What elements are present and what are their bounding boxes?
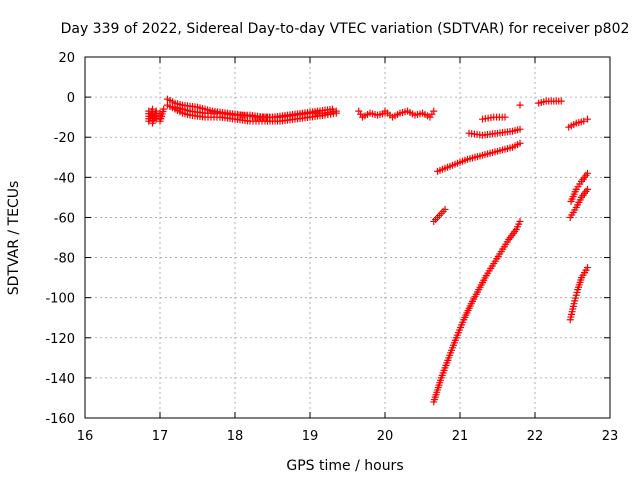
x-tick-label: 23 <box>602 429 619 444</box>
data-point <box>584 264 591 272</box>
x-tick-label: 22 <box>527 429 544 444</box>
y-axis-label: SDTVAR / TECUs <box>6 181 22 296</box>
x-tick-label: 17 <box>152 429 169 444</box>
data-point <box>430 107 438 115</box>
x-tick-label: 16 <box>77 429 94 444</box>
series-band-mid <box>171 103 340 121</box>
data-points <box>145 95 591 406</box>
data-point <box>557 97 565 105</box>
series-steep-arc <box>430 217 524 406</box>
chart-title: Day 339 of 2022, Sidereal Day-to-day VTE… <box>61 21 630 37</box>
data-point <box>516 125 524 133</box>
data-point <box>332 107 340 115</box>
y-tick-label: -120 <box>45 332 75 347</box>
data-point <box>160 105 168 113</box>
series-late-right-c <box>566 264 591 324</box>
series-short-seg <box>430 205 449 225</box>
data-point <box>516 139 524 147</box>
series-early-cluster <box>145 105 168 127</box>
data-point <box>516 101 524 109</box>
y-tick-label: -40 <box>54 171 75 186</box>
y-tick-label: -100 <box>45 292 75 307</box>
x-tick-label: 19 <box>302 429 319 444</box>
series-late-right-top <box>565 115 591 131</box>
data-point <box>516 217 524 225</box>
y-tick-label: -20 <box>54 131 75 146</box>
x-tick-label: 20 <box>377 429 394 444</box>
y-tick-label: -160 <box>45 412 75 427</box>
y-tick-label: -140 <box>45 372 75 387</box>
y-tick-label: 0 <box>67 91 75 106</box>
y-tick-label: 20 <box>58 51 75 66</box>
series-seg-a <box>434 139 524 175</box>
series-outlier <box>516 101 524 109</box>
data-point <box>501 113 509 121</box>
series-late-top <box>535 97 565 107</box>
data-point <box>584 185 591 193</box>
x-axis-label: GPS time / hours <box>286 458 403 474</box>
series-seg-c <box>479 113 509 123</box>
series-late-right-b <box>566 185 591 221</box>
data-point <box>441 205 449 213</box>
data-point <box>584 115 591 123</box>
data-point <box>580 117 588 125</box>
y-tick-label: -80 <box>54 252 75 267</box>
data-point <box>584 169 591 177</box>
y-tick-label: -60 <box>54 211 75 226</box>
axis-ticks: 16 17 18 19 20 21 22 23 20 0 -20 -40 -60 -80 -100 -120 -… <box>45 51 618 444</box>
plot-frame <box>84 56 611 419</box>
series-cluster-20 <box>355 107 438 121</box>
x-tick-label: 21 <box>452 429 469 444</box>
x-tick-label: 18 <box>227 429 244 444</box>
series-seg-b <box>465 125 524 139</box>
series-late-right-a <box>567 169 591 205</box>
